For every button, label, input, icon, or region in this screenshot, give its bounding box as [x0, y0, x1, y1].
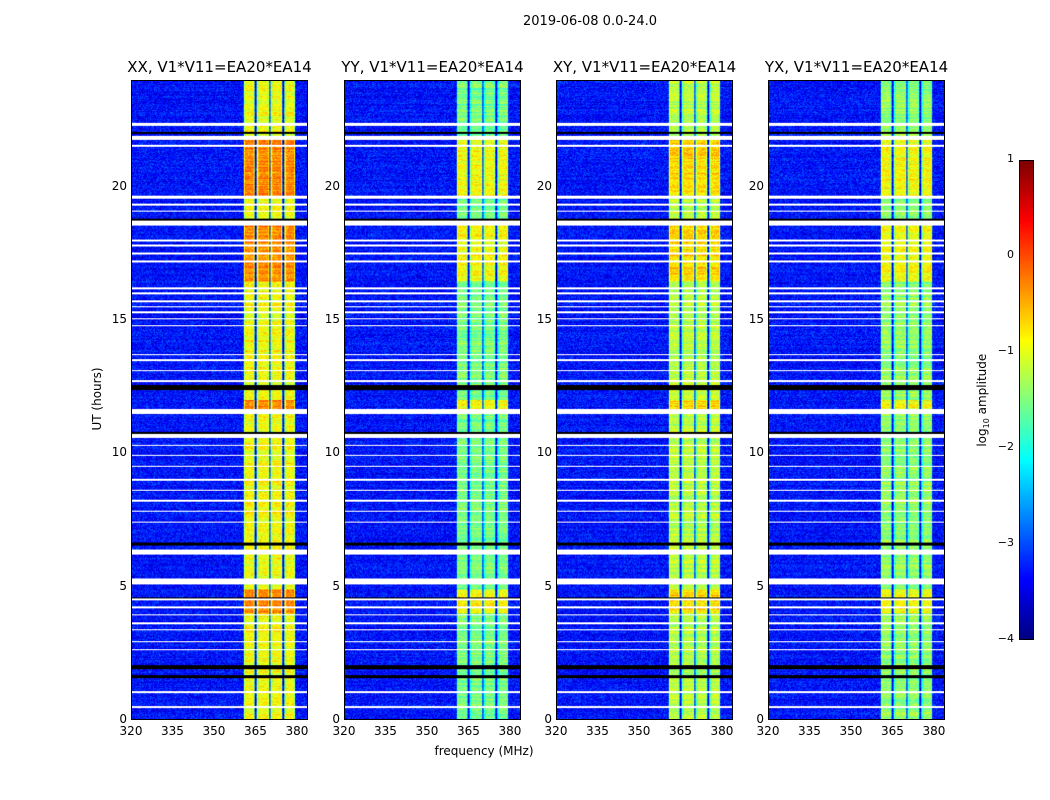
x-tick-label: 320: [544, 724, 568, 738]
waterfall-heatmap: [132, 81, 307, 719]
x-tick-label: 350: [415, 724, 439, 738]
x-tick-label: 335: [161, 724, 184, 738]
x-tick-label: 365: [881, 724, 904, 738]
colorbar-label-sub: 10: [982, 418, 992, 429]
y-tick-label: 0: [332, 712, 340, 726]
x-tick-label: 365: [244, 724, 267, 738]
x-tick-label: 380: [922, 724, 946, 738]
y-tick-label: 20: [748, 178, 764, 193]
x-tick-label: 335: [586, 724, 609, 738]
y-tick-label: 20: [324, 178, 340, 193]
x-tick-label: 350: [202, 724, 226, 738]
panel-title: YX, V1*V11=EA20*EA14: [764, 58, 949, 76]
x-tick-label: 320: [332, 724, 356, 738]
y-tick-label: 0: [119, 712, 127, 726]
x-tick-label: 320: [119, 724, 143, 738]
panel-title: XY, V1*V11=EA20*EA14: [552, 58, 737, 76]
y-tick-label: 5: [119, 578, 127, 593]
y-tick-label: 10: [324, 445, 340, 460]
waterfall-panel: [556, 80, 733, 720]
colorbar-tick-label: −3: [997, 536, 1014, 549]
colorbar-label: log10 amplitude: [975, 345, 991, 455]
y-tick-label: 0: [544, 712, 552, 726]
y-tick-label: 20: [111, 178, 127, 193]
x-axis-label: frequency (MHz): [434, 744, 534, 758]
x-tick-label: 380: [498, 724, 522, 738]
waterfall-panel: [344, 80, 521, 720]
y-tick-label: 15: [324, 312, 340, 326]
y-tick-label: 10: [748, 445, 764, 460]
y-tick-label: 15: [111, 312, 127, 326]
colorbar-gradient: [1020, 161, 1033, 639]
waterfall-heatmap: [345, 81, 520, 719]
panel-title: XX, V1*V11=EA20*EA14: [127, 58, 312, 76]
colorbar-label-log: log: [974, 428, 989, 447]
waterfall-panel: [131, 80, 308, 720]
x-tick-label: 350: [839, 724, 863, 738]
colorbar-tick-label: 0: [1007, 248, 1014, 261]
x-tick-label: 380: [710, 724, 734, 738]
y-tick-label: 15: [536, 312, 552, 326]
y-tick-label: 5: [544, 578, 552, 593]
colorbar-label-rest: amplitude: [974, 353, 989, 419]
y-axis-label: UT (hours): [90, 367, 104, 431]
colorbar-tick-label: −2: [997, 440, 1014, 453]
colorbar-tick-label: −1: [997, 344, 1014, 357]
panel-title: YY, V1*V11=EA20*EA14: [341, 58, 524, 76]
y-tick-label: 0: [756, 712, 764, 726]
colorbar-tick-label: 1: [1007, 152, 1014, 165]
x-tick-label: 365: [457, 724, 480, 738]
waterfall-heatmap: [557, 81, 732, 719]
colorbar: [1019, 160, 1034, 640]
waterfall-panel: [768, 80, 945, 720]
x-tick-label: 350: [627, 724, 651, 738]
waterfall-heatmap: [769, 81, 944, 719]
y-tick-label: 5: [332, 578, 340, 593]
x-tick-label: 335: [798, 724, 821, 738]
figure-title: 2019-06-08 0.0-24.0: [523, 14, 657, 29]
y-tick-label: 15: [748, 312, 764, 326]
x-tick-label: 380: [285, 724, 309, 738]
colorbar-tick-label: −4: [997, 632, 1014, 645]
y-tick-label: 20: [536, 178, 552, 193]
y-tick-label: 5: [756, 578, 764, 593]
y-tick-label: 10: [111, 445, 127, 460]
x-tick-label: 365: [669, 724, 692, 738]
y-tick-label: 10: [536, 445, 552, 460]
x-tick-label: 335: [374, 724, 397, 738]
x-tick-label: 320: [756, 724, 780, 738]
